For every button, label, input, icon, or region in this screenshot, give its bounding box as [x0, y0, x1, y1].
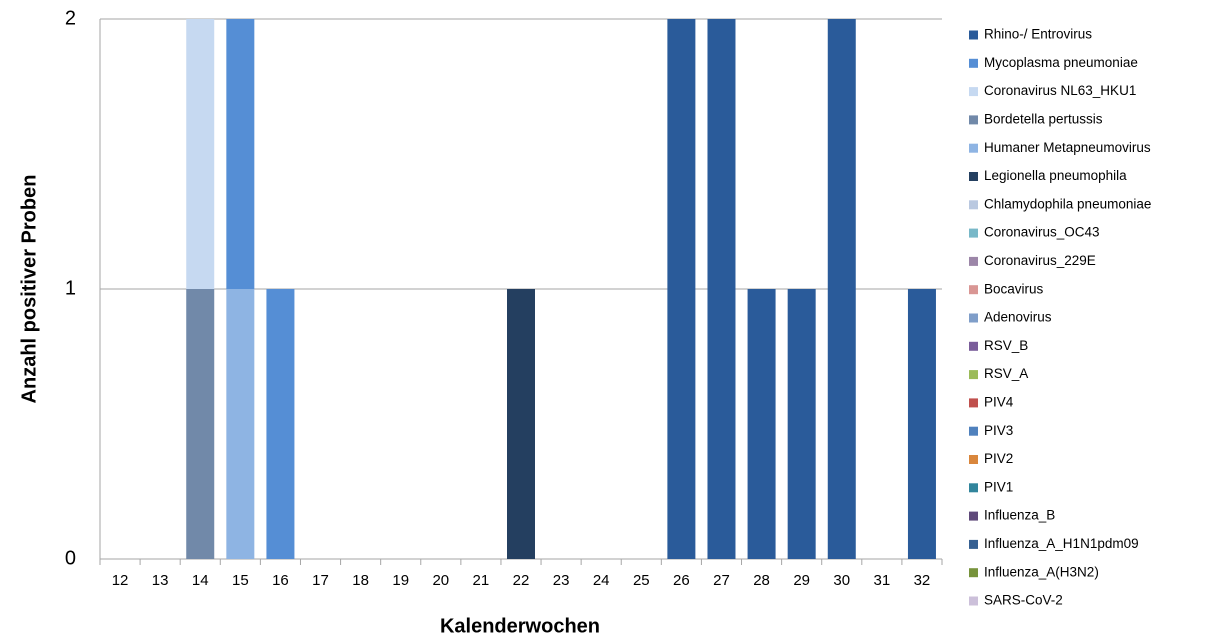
x-tick-label: 17	[312, 572, 329, 589]
bar-segment	[226, 19, 255, 289]
legend-swatch	[969, 172, 978, 181]
legend-swatch	[969, 30, 978, 40]
legend-label: Influenza_A(H3N2)	[984, 564, 1099, 579]
x-tick-label: 15	[232, 572, 249, 589]
legend-swatch	[969, 228, 978, 238]
x-tick-label: 24	[593, 572, 610, 589]
legend-swatch	[969, 87, 978, 97]
x-tick-label: 32	[914, 572, 931, 589]
bar-segment	[667, 19, 696, 559]
legend-swatch	[969, 256, 978, 266]
x-tick-label: 22	[513, 572, 530, 589]
x-tick-label: 31	[874, 572, 891, 589]
bar-segment	[186, 289, 215, 559]
legend-swatch	[969, 143, 978, 153]
legend-label: PIV4	[984, 394, 1014, 409]
legend-swatch	[969, 313, 978, 323]
legend-label: PIV1	[984, 479, 1013, 494]
x-tick-label: 30	[833, 572, 850, 589]
x-tick-label: 25	[633, 572, 650, 589]
legend-label: Bordetella pertussis	[984, 111, 1103, 126]
bar-segment	[827, 19, 856, 559]
legend-swatch	[969, 370, 978, 380]
legend-label: Influenza_B	[984, 508, 1055, 523]
x-tick-label: 18	[352, 572, 369, 589]
legend-label: PIV2	[984, 451, 1013, 466]
legend-label: RSV_A	[984, 366, 1028, 381]
legend-swatch	[969, 398, 978, 408]
legend-label: Coronavirus_OC43	[984, 225, 1100, 240]
x-tick-label: 21	[473, 572, 490, 589]
legend-swatch	[969, 483, 978, 493]
x-tick-label: 13	[152, 572, 169, 589]
legend-label: Influenza_A_H1N1pdm09	[984, 536, 1139, 551]
x-tick-label: 27	[713, 572, 730, 589]
x-tick-label: 26	[673, 572, 690, 589]
bar-segment	[787, 289, 816, 559]
legend-label: SARS-CoV-2	[984, 593, 1063, 608]
x-tick-label: 14	[192, 572, 209, 589]
legend-label: Legionella pneumophila	[984, 168, 1127, 183]
legend-label: Bocavirus	[984, 281, 1044, 296]
bar-segment	[266, 289, 295, 559]
legend-swatch	[969, 511, 978, 521]
x-tick-label: 28	[753, 572, 770, 589]
x-tick-label: 12	[112, 572, 129, 589]
bar-segment	[186, 19, 215, 289]
legend-label: Humaner Metapneumovirus	[984, 140, 1151, 155]
y-tick-label: 1	[65, 277, 76, 299]
x-axis-title: Kalenderwochen	[440, 615, 600, 637]
legend-swatch	[969, 58, 978, 68]
legend-label: Adenovirus	[984, 310, 1052, 325]
legend-label: Coronavirus NL63_HKU1	[984, 83, 1136, 98]
legend-label: PIV3	[984, 423, 1013, 438]
legend-swatch	[969, 455, 978, 464]
y-tick-label: 2	[65, 7, 76, 29]
legend-swatch	[969, 426, 978, 436]
legend-swatch	[969, 568, 978, 578]
y-tick-label: 0	[65, 547, 76, 569]
x-tick-label: 16	[272, 572, 289, 589]
legend-swatch	[969, 115, 978, 125]
x-tick-label: 23	[553, 572, 570, 589]
bar-segment	[507, 289, 535, 559]
bar-segment	[707, 19, 736, 559]
bar-segment	[907, 289, 936, 559]
legend-label: Chlamydophila pneumoniae	[984, 196, 1151, 211]
bar-segment	[747, 289, 776, 559]
legend-swatch	[969, 539, 978, 549]
bar-segment	[226, 289, 255, 559]
legend-label: Coronavirus_229E	[984, 253, 1096, 268]
x-tick-label: 20	[432, 572, 449, 589]
y-axis-title: Anzahl positiver Proben	[18, 175, 40, 404]
legend-swatch	[969, 341, 978, 351]
x-tick-label: 19	[392, 572, 409, 589]
legend-swatch	[969, 285, 978, 295]
legend-swatch	[969, 596, 978, 606]
legend-swatch	[969, 200, 978, 210]
legend-label: Mycoplasma pneumoniae	[984, 55, 1138, 70]
x-tick-label: 29	[793, 572, 810, 589]
legend-label: Rhino-/ Entrovirus	[984, 27, 1092, 42]
legend-label: RSV_B	[984, 338, 1028, 353]
